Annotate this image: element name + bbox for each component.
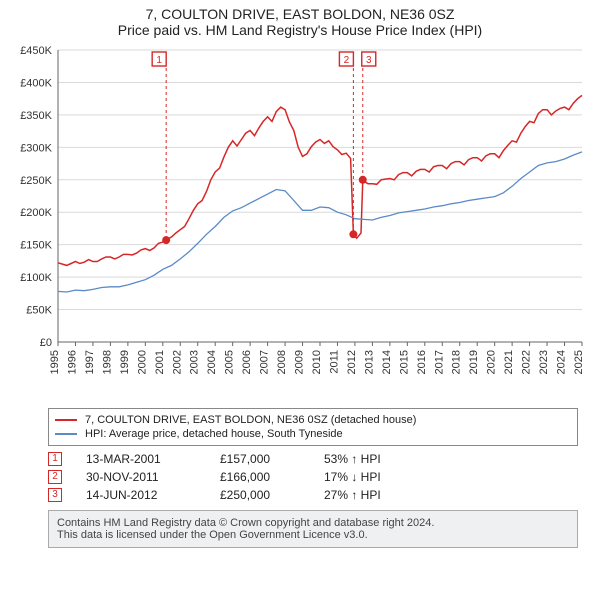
svg-text:2001: 2001: [154, 350, 166, 374]
sales-row: 2 30-NOV-2011 £166,000 17% ↓ HPI: [48, 468, 578, 486]
svg-text:1995: 1995: [49, 350, 61, 374]
sale-date: 30-NOV-2011: [86, 470, 196, 484]
sales-row: 1 13-MAR-2001 £157,000 53% ↑ HPI: [48, 450, 578, 468]
svg-text:£200K: £200K: [20, 207, 52, 219]
svg-text:2011: 2011: [328, 350, 340, 374]
svg-text:2010: 2010: [311, 350, 323, 374]
address-title: 7, COULTON DRIVE, EAST BOLDON, NE36 0SZ: [8, 6, 592, 22]
sale-price: £157,000: [220, 452, 300, 466]
footer-line-1: Contains HM Land Registry data © Crown c…: [57, 517, 569, 529]
svg-text:2013: 2013: [363, 350, 375, 374]
svg-text:2005: 2005: [224, 350, 236, 374]
svg-text:1998: 1998: [101, 350, 113, 374]
svg-text:2023: 2023: [538, 350, 550, 374]
svg-text:2020: 2020: [486, 350, 498, 374]
svg-text:£450K: £450K: [20, 45, 52, 57]
sales-row: 3 14-JUN-2012 £250,000 27% ↑ HPI: [48, 486, 578, 504]
svg-text:2014: 2014: [381, 350, 393, 374]
svg-text:2004: 2004: [206, 350, 218, 374]
svg-text:2015: 2015: [398, 350, 410, 374]
svg-text:2007: 2007: [259, 350, 271, 374]
sale-date: 14-JUN-2012: [86, 488, 196, 502]
legend-swatch-hpi: [55, 433, 77, 435]
svg-text:2019: 2019: [468, 350, 480, 374]
svg-text:£50K: £50K: [26, 305, 52, 317]
svg-text:2: 2: [344, 55, 350, 66]
footer-attribution: Contains HM Land Registry data © Crown c…: [48, 510, 578, 548]
svg-text:2002: 2002: [171, 350, 183, 374]
svg-text:2003: 2003: [189, 350, 201, 374]
svg-text:2006: 2006: [241, 350, 253, 374]
svg-text:£150K: £150K: [20, 240, 52, 252]
legend-box: 7, COULTON DRIVE, EAST BOLDON, NE36 0SZ …: [48, 408, 578, 446]
sale-price: £166,000: [220, 470, 300, 484]
chart-area: £0 £50K £100K £150K £200K £250K £300K £350K £400…: [10, 42, 590, 402]
legend-swatch-property: [55, 419, 77, 421]
sale-hpi-delta: 17% ↓ HPI: [324, 470, 424, 484]
svg-text:£100K: £100K: [20, 272, 52, 284]
svg-text:2008: 2008: [276, 350, 288, 374]
svg-text:1996: 1996: [66, 350, 78, 374]
legend-row-property: 7, COULTON DRIVE, EAST BOLDON, NE36 0SZ …: [55, 413, 571, 427]
sale-marker-index: 1: [48, 452, 62, 466]
title-block: 7, COULTON DRIVE, EAST BOLDON, NE36 0SZ …: [0, 0, 600, 40]
svg-text:2022: 2022: [521, 350, 533, 374]
price-chart-svg: £0 £50K £100K £150K £200K £250K £300K £350K £400…: [10, 42, 590, 402]
svg-text:2016: 2016: [416, 350, 428, 374]
svg-text:2017: 2017: [433, 350, 445, 374]
sale-date: 13-MAR-2001: [86, 452, 196, 466]
svg-text:£250K: £250K: [20, 175, 52, 187]
svg-text:2012: 2012: [346, 350, 358, 374]
svg-text:£300K: £300K: [20, 142, 52, 154]
sale-marker-index: 2: [48, 470, 62, 484]
footer-line-2: This data is licensed under the Open Gov…: [57, 529, 569, 541]
figure-root: 7, COULTON DRIVE, EAST BOLDON, NE36 0SZ …: [0, 0, 600, 548]
svg-text:£350K: £350K: [20, 110, 52, 122]
svg-text:1997: 1997: [84, 350, 96, 374]
svg-text:1999: 1999: [119, 350, 131, 374]
sale-price: £250,000: [220, 488, 300, 502]
svg-text:2021: 2021: [503, 350, 515, 374]
svg-text:£0: £0: [40, 337, 52, 349]
svg-text:1: 1: [156, 55, 162, 66]
svg-text:2024: 2024: [556, 350, 568, 374]
svg-text:2000: 2000: [136, 350, 148, 374]
svg-text:2025: 2025: [573, 350, 585, 374]
chart-subtitle: Price paid vs. HM Land Registry's House …: [8, 22, 592, 38]
svg-text:2018: 2018: [451, 350, 463, 374]
sale-marker-index: 3: [48, 488, 62, 502]
legend-label-property: 7, COULTON DRIVE, EAST BOLDON, NE36 0SZ …: [85, 414, 416, 426]
sale-hpi-delta: 27% ↑ HPI: [324, 488, 424, 502]
legend-row-hpi: HPI: Average price, detached house, Sout…: [55, 427, 571, 441]
legend-label-hpi: HPI: Average price, detached house, Sout…: [85, 428, 343, 440]
sale-hpi-delta: 53% ↑ HPI: [324, 452, 424, 466]
svg-text:3: 3: [366, 55, 372, 66]
sales-table: 1 13-MAR-2001 £157,000 53% ↑ HPI 2 30-NOV-201…: [48, 450, 578, 504]
svg-text:£400K: £400K: [20, 77, 52, 89]
svg-text:2009: 2009: [294, 350, 306, 374]
